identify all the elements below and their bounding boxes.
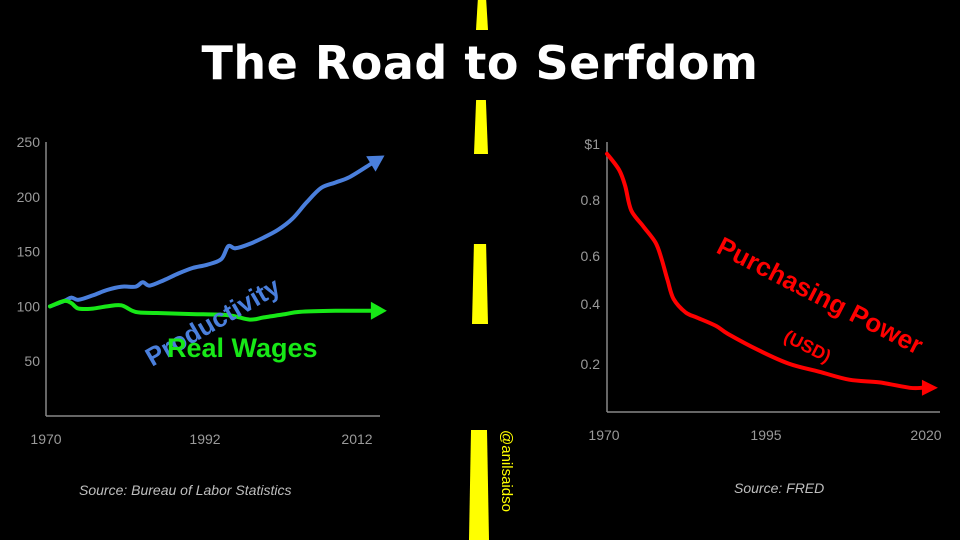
x-tick-label: 1992 xyxy=(189,431,220,447)
y-tick-label: 0.8 xyxy=(581,192,601,208)
y-tick-label: 150 xyxy=(17,244,41,260)
y-tick-label: 250 xyxy=(17,134,41,150)
source-fred: Source: FRED xyxy=(734,480,825,496)
y-tick-label: 0.6 xyxy=(581,248,601,264)
productivity-arrow-head xyxy=(366,155,385,172)
real-wages-series-label: Real Wages xyxy=(167,333,318,363)
purchasing-power-unit-label: (USD) xyxy=(781,326,835,367)
real-wages-series-line xyxy=(48,298,373,322)
purchasing-power-chart: $10.80.60.40.2 1970 1995 2020 Purchasing P… xyxy=(581,136,942,443)
y-tick-label: 50 xyxy=(24,353,40,369)
author-credit: @anilsaidso xyxy=(498,430,515,512)
road-stripe xyxy=(472,244,488,324)
y-tick-label: 200 xyxy=(17,189,41,205)
y-tick-label: $1 xyxy=(584,136,600,152)
x-tick-label: 1970 xyxy=(30,431,61,447)
y-tick-label: 100 xyxy=(17,298,41,314)
road-stripe xyxy=(474,100,488,154)
x-tick-label: 2012 xyxy=(341,431,372,447)
x-tick-label: 1970 xyxy=(588,427,619,443)
road-stripe xyxy=(469,430,489,540)
page-title: The Road to Serfdom xyxy=(201,36,759,90)
productivity-series-line xyxy=(48,161,373,309)
x-tick-label: 2020 xyxy=(910,427,941,443)
x-tick-label: 1995 xyxy=(750,427,781,443)
purchasing-power-series-line xyxy=(605,151,924,391)
purchasing-power-arrow-head xyxy=(921,379,938,396)
y-tick-label: 0.4 xyxy=(581,296,601,312)
y-tick-label: 0.2 xyxy=(581,356,601,372)
real-wages-arrow-head xyxy=(370,301,387,320)
road-stripe xyxy=(476,0,488,30)
source-bls: Source: Bureau of Labor Statistics xyxy=(79,482,292,498)
